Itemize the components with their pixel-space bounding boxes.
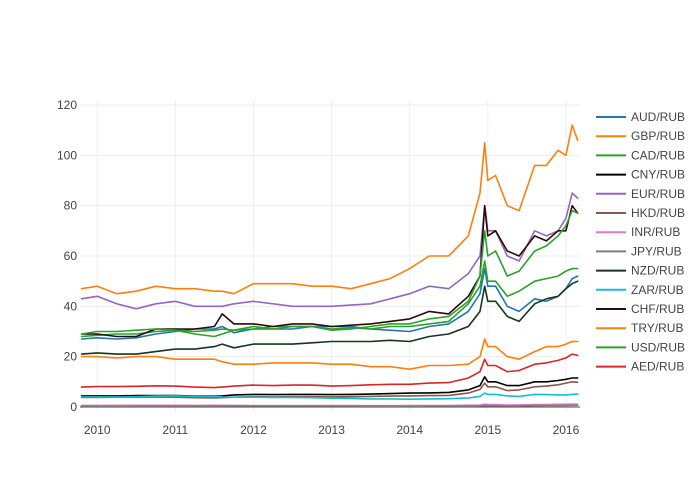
legend-item-cny-rub[interactable]: CNY/RUB: [596, 168, 685, 182]
legend-label: AUD/RUB: [631, 110, 685, 124]
legend-label: JPY/RUB: [631, 244, 682, 258]
legend-item-inr-rub[interactable]: INR/RUB: [596, 225, 680, 239]
series-line-chf-rub: [80, 204, 579, 338]
y-tick-label-60: 60: [64, 249, 78, 263]
legend-label: AED/RUB: [631, 360, 684, 374]
legend-label: ZAR/RUB: [631, 283, 684, 297]
series-line-zar-rub: [80, 392, 579, 400]
y-tick-label-40: 40: [64, 299, 78, 313]
series-line-gbp-rub: [80, 124, 579, 295]
legend-label: INR/RUB: [631, 225, 680, 239]
legend-item-try-rub[interactable]: TRY/RUB: [596, 321, 683, 335]
y-tick-label-20: 20: [64, 350, 78, 364]
plot-area: [80, 124, 579, 407]
legend-label: CNY/RUB: [631, 168, 685, 182]
x-tick-label-2016: 2016: [553, 423, 580, 437]
legend-label: CAD/RUB: [631, 148, 685, 162]
legend-label: GBP/RUB: [631, 129, 685, 143]
series-line-try-rub: [80, 338, 579, 370]
legend[interactable]: AUD/RUB GBP/RUB CAD/RUB CNY/RUB EUR/RUB HKD/R…: [596, 110, 685, 374]
y-tick-label-0: 0: [70, 400, 77, 414]
series-line-jpy-rub: [80, 404, 579, 407]
y-tick-label-80: 80: [64, 199, 78, 213]
legend-label: CHF/RUB: [631, 302, 684, 316]
x-tick-label-2010: 2010: [84, 423, 111, 437]
axes: 2010 2011 2012 2013 2014 2015 2016 0 20 40 60 80 100…: [57, 98, 580, 437]
legend-item-eur-rub[interactable]: EUR/RUB: [596, 187, 685, 201]
legend-item-gbp-rub[interactable]: GBP/RUB: [596, 129, 685, 143]
legend-item-jpy-rub[interactable]: JPY/RUB: [596, 244, 682, 258]
legend-item-zar-rub[interactable]: ZAR/RUB: [596, 283, 684, 297]
legend-item-cad-rub[interactable]: CAD/RUB: [596, 148, 685, 162]
x-tick-label-2012: 2012: [240, 423, 267, 437]
legend-label: HKD/RUB: [631, 206, 685, 220]
legend-item-chf-rub[interactable]: CHF/RUB: [596, 302, 684, 316]
legend-label: EUR/RUB: [631, 187, 685, 201]
legend-item-nzd-rub[interactable]: NZD/RUB: [596, 264, 684, 278]
legend-item-hkd-rub[interactable]: HKD/RUB: [596, 206, 685, 220]
series-line-usd-rub: [80, 209, 579, 338]
x-tick-label-2013: 2013: [318, 423, 345, 437]
x-tick-label-2015: 2015: [474, 423, 501, 437]
legend-item-usd-rub[interactable]: USD/RUB: [596, 340, 685, 354]
series-line-cad-rub: [80, 260, 579, 338]
x-tick-label-2011: 2011: [162, 423, 188, 437]
y-tick-label-100: 100: [57, 148, 77, 162]
series-line-aed-rub: [80, 353, 579, 389]
legend-item-aud-rub[interactable]: AUD/RUB: [596, 110, 685, 124]
y-tick-label-120: 120: [57, 98, 77, 112]
legend-label: NZD/RUB: [631, 264, 684, 278]
x-tick-label-2014: 2014: [396, 423, 423, 437]
series-line-nzd-rub: [80, 280, 579, 355]
legend-label: TRY/RUB: [631, 321, 683, 335]
gridlines: [80, 100, 580, 412]
series-line-hkd-rub: [80, 381, 579, 399]
legend-label: USD/RUB: [631, 340, 685, 354]
legend-item-aed-rub[interactable]: AED/RUB: [596, 360, 684, 374]
